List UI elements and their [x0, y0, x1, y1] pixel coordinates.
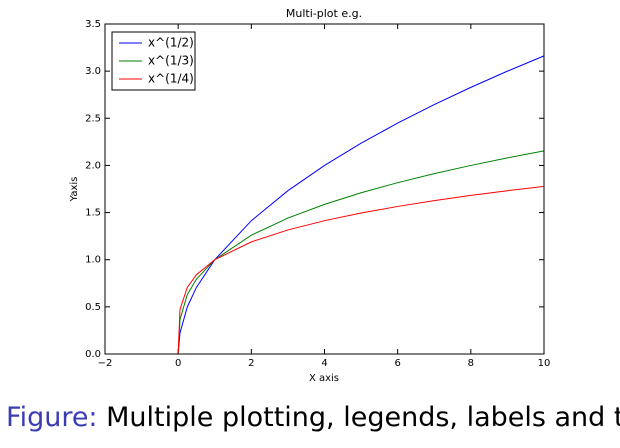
legend-label: x^(1/4): [148, 72, 194, 86]
chart: Multi-plot e.g. X axis Yaxis −2 0 2 4 6 8 10 0.…: [69, 7, 551, 384]
y-tick-label: 1.0: [85, 255, 101, 266]
legend-label: x^(1/3): [148, 54, 194, 68]
caption: Figure: Multiple plotting, legends, labe…: [6, 402, 620, 433]
legend-label: x^(1/2): [148, 36, 194, 50]
y-axis-label: Yaxis: [69, 177, 80, 203]
caption-label: Figure:: [6, 402, 98, 433]
x-tick-label: −2: [98, 358, 113, 369]
x-axis-label: X axis: [309, 373, 339, 384]
y-tick-label: 3.0: [85, 66, 101, 77]
x-tick-label: 10: [538, 358, 551, 369]
x-tick-label: 0: [175, 358, 181, 369]
y-tick-label: 3.5: [85, 19, 101, 30]
plot-frame: [104, 23, 545, 355]
x-tick-label: 6: [394, 358, 400, 369]
x-tick-label: 8: [468, 358, 474, 369]
line-series: [177, 150, 545, 355]
y-tick-label: 0.0: [85, 349, 101, 360]
line-series: [177, 185, 545, 355]
x-tick-label: 2: [248, 358, 254, 369]
line-series: [177, 55, 545, 355]
y-tick-label: 1.5: [85, 208, 101, 219]
y-tick-label: 2.5: [85, 113, 101, 124]
chart-title: Multi-plot e.g.: [286, 7, 362, 20]
caption-text: Multiple plotting, legends, labels and t…: [106, 402, 620, 433]
y-tick-label: 2.0: [85, 160, 101, 171]
x-tick-label: 4: [321, 358, 327, 369]
y-tick-label: 0.5: [85, 302, 101, 313]
